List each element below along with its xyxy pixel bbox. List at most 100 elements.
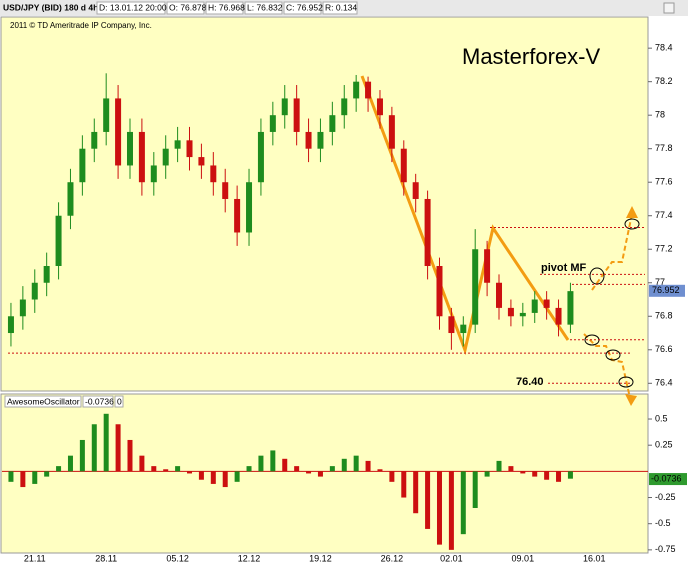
oscillator-panel <box>0 393 649 554</box>
last-value-label: -0.0736 <box>651 473 682 483</box>
oscillator-bar <box>436 471 442 545</box>
oscillator-bar <box>44 471 50 477</box>
oscillator-bar <box>163 469 169 472</box>
field-box <box>283 1 322 15</box>
candle-body <box>543 299 550 308</box>
y-tick-label: 77.2 <box>655 244 673 254</box>
field-box <box>166 1 205 15</box>
oscillator-bar <box>175 466 181 472</box>
oscillator-value: -0.0736 <box>85 396 114 406</box>
range: R: 0.134 <box>325 2 357 12</box>
oscillator-bar <box>365 460 371 472</box>
oscillator-bar <box>198 471 204 480</box>
arrow-head <box>626 206 638 218</box>
candle-body <box>507 307 514 317</box>
x-tick-label: 21.11 <box>24 553 46 563</box>
candle-body <box>341 98 348 116</box>
candle-body <box>150 165 157 183</box>
zigzag-pattern <box>360 75 570 356</box>
field-box <box>82 395 114 408</box>
projection-up <box>591 213 633 291</box>
candle-body <box>222 182 229 199</box>
candle-body <box>472 249 479 325</box>
oscillator-bar <box>425 471 431 529</box>
candle-body <box>365 81 372 99</box>
y-tick-label: 0.5 <box>655 413 668 423</box>
candle-body <box>269 115 276 132</box>
oscillator-bar <box>187 471 193 474</box>
field-box <box>244 1 283 15</box>
candle-body <box>126 131 133 166</box>
low: L: 76.832 <box>247 2 283 12</box>
chart-title: Masterforex-V <box>462 44 600 69</box>
oscillator-bar <box>472 471 478 508</box>
oscillator-bar <box>353 455 359 472</box>
last-price-box <box>649 284 685 297</box>
y-tick-label: 76.8 <box>655 311 673 321</box>
oscillator-bar <box>520 471 526 474</box>
oscillator-bar <box>127 439 133 472</box>
candle-body <box>317 131 324 149</box>
date: D: 13.01.12 20:00 <box>99 2 167 12</box>
candle-body <box>91 131 98 149</box>
oscillator-readout: 0 <box>117 396 122 406</box>
candle-body <box>412 182 419 199</box>
candle-body <box>388 115 395 149</box>
oscillator-bar <box>20 471 26 488</box>
candle-body <box>305 131 312 149</box>
candle-body <box>555 307 562 325</box>
oscillator-bar <box>567 471 573 479</box>
field-box <box>114 395 124 408</box>
candle-body <box>460 324 467 334</box>
oscillator-bar <box>234 471 240 482</box>
price-panel <box>0 16 649 392</box>
open: O: 76.878 <box>169 2 207 12</box>
candle-body <box>186 140 193 158</box>
y-tick-label: 77.4 <box>655 210 673 220</box>
candle-body <box>424 198 431 266</box>
candle-body <box>531 299 538 313</box>
marker-ellipse <box>624 218 640 230</box>
oscillator-bar <box>413 471 419 514</box>
candle-body <box>43 266 50 283</box>
candle-body <box>257 131 264 183</box>
oscillator-bar <box>556 471 562 482</box>
candle-body <box>55 215 62 266</box>
candle-body <box>484 249 491 283</box>
candle-body <box>138 131 145 183</box>
x-tick-label: 02.01 <box>440 553 463 563</box>
oscillator-bar <box>532 471 538 477</box>
oscillator-bar <box>294 466 300 472</box>
y-tick-label: 78.4 <box>655 43 673 53</box>
candle-body <box>162 148 169 166</box>
oscillator-bar <box>91 424 97 472</box>
oscillator-bar <box>79 439 85 472</box>
candle-body <box>67 182 74 216</box>
arrow-head <box>625 394 637 406</box>
candle-body <box>448 316 455 334</box>
candle-body <box>281 98 288 116</box>
candle-body <box>7 316 14 334</box>
oscillator-bar <box>32 471 38 484</box>
oscillator-bar <box>282 458 288 472</box>
x-tick-label: 09.01 <box>512 553 535 563</box>
y-tick-label: 77.6 <box>655 177 673 187</box>
y-tick-label: 78 <box>655 110 665 120</box>
x-tick-label: 28.11 <box>95 553 117 563</box>
oscillator-bar <box>246 466 252 472</box>
x-tick-label: 19.12 <box>309 553 332 563</box>
oscillator-bar <box>377 469 383 472</box>
x-tick-label: 05.12 <box>166 553 189 563</box>
x-tick-label: 16.01 <box>583 553 606 563</box>
y-tick-label: 76.6 <box>655 344 673 354</box>
oscillator-bar <box>56 466 62 472</box>
x-tick-label: 12.12 <box>238 553 261 563</box>
scroll-button[interactable] <box>663 2 675 14</box>
oscillator-bar <box>270 450 276 472</box>
oscillator-bar <box>484 471 490 477</box>
candle-body <box>400 148 407 183</box>
y-tick-label: 77.8 <box>655 143 673 153</box>
candle-body <box>329 115 336 132</box>
copyright: 2011 © TD Ameritrade IP Company, Inc. <box>10 21 152 30</box>
